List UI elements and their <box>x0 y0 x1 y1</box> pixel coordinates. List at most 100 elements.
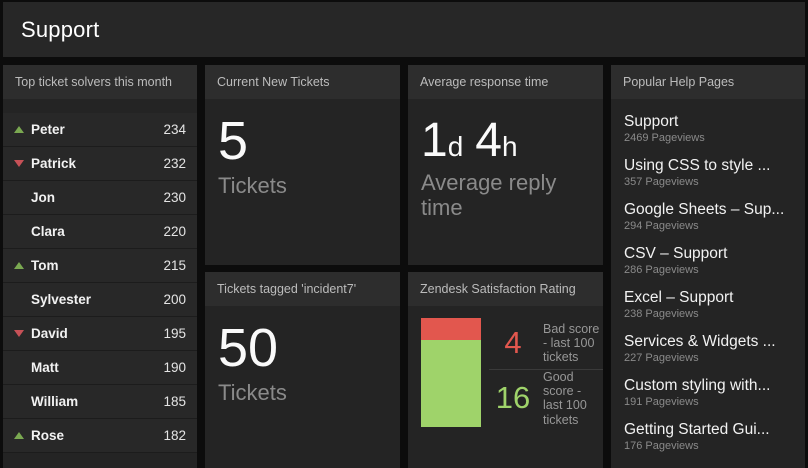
satisfaction-bar-bad <box>421 318 481 340</box>
solver-value: 220 <box>163 224 186 239</box>
help-page-item: Google Sheets – Sup... 294 Pageviews <box>611 200 805 244</box>
solver-name: Matt <box>31 360 59 375</box>
help-page-title: Getting Started Gui... <box>624 421 770 438</box>
widget-header: Average response time <box>408 65 603 99</box>
good-score-label: Good score - last 100 tickets <box>543 369 587 427</box>
help-page-views: 227 Pageviews <box>624 352 699 364</box>
widget-popular-help-pages: Popular Help Pages Support 2469 Pageview… <box>611 65 805 468</box>
solver-name: Tom <box>31 258 59 273</box>
incident-tickets-label: Tickets <box>218 380 287 406</box>
help-page-item: CSV – Support 286 Pageviews <box>611 244 805 288</box>
solver-name: Clara <box>31 224 65 239</box>
satisfaction-bad-row: 4 Bad score - last 100 tickets <box>489 318 603 369</box>
solver-row: David 195 <box>3 317 197 351</box>
widget-zendesk-satisfaction: Zendesk Satisfaction Rating 4 Bad score … <box>408 272 603 468</box>
solver-value: 195 <box>163 326 186 341</box>
solver-row: William 185 <box>3 385 197 419</box>
widget-header: Popular Help Pages <box>611 65 805 99</box>
solver-row: Sylvester 200 <box>3 283 197 317</box>
solver-value: 230 <box>163 190 186 205</box>
solver-row: Jon 230 <box>3 181 197 215</box>
satisfaction-legend: 4 Bad score - last 100 tickets 16 Good s… <box>489 318 603 427</box>
help-page-title: Custom styling with... <box>624 377 771 394</box>
help-page-views: 238 Pageviews <box>624 308 699 320</box>
widget-title: Zendesk Satisfaction Rating <box>420 282 576 296</box>
help-page-title: Support <box>624 113 679 130</box>
solver-value: 185 <box>163 394 186 409</box>
response-time-unit: h <box>501 131 518 162</box>
solver-list: Peter 234 Patrick 232 Jon 230 Cl <box>3 113 197 453</box>
help-page-views: 357 Pageviews <box>624 176 699 188</box>
help-page-item: Using CSS to style ... 357 Pageviews <box>611 156 805 200</box>
solver-row: Clara 220 <box>3 215 197 249</box>
help-page-views: 176 Pageviews <box>624 440 699 452</box>
widget-header: Zendesk Satisfaction Rating <box>408 272 603 306</box>
widget-tickets-tagged-incident7: Tickets tagged 'incident7' 50 Tickets <box>205 272 400 468</box>
solver-name: Patrick <box>31 156 77 171</box>
trend-down-icon <box>14 330 31 337</box>
widget-title: Top ticket solvers this month <box>15 75 173 89</box>
response-time-number: 1 <box>421 114 448 167</box>
help-page-item: Custom styling with... 191 Pageviews <box>611 376 805 420</box>
satisfaction-good-row: 16 Good score - last 100 tickets <box>489 368 603 428</box>
widget-header: Current New Tickets <box>205 65 400 99</box>
trend-up-icon <box>14 126 31 133</box>
solver-value: 200 <box>163 292 186 307</box>
help-page-item: Support 2469 Pageviews <box>611 112 805 156</box>
solver-row: Tom 215 <box>3 249 197 283</box>
satisfaction-bar-good <box>421 339 481 427</box>
widget-header: Tickets tagged 'incident7' <box>205 272 400 306</box>
solver-name: David <box>31 326 68 341</box>
response-time-unit: d <box>447 131 464 162</box>
help-page-title: Using CSS to style ... <box>624 157 771 174</box>
solver-row: Patrick 232 <box>3 147 197 181</box>
help-pages-list: Support 2469 Pageviews Using CSS to styl… <box>611 112 805 464</box>
widget-title: Average response time <box>420 75 549 89</box>
solver-row: Rose 182 <box>3 419 197 453</box>
help-page-views: 2469 Pageviews <box>624 132 705 144</box>
new-tickets-value: 5 <box>218 111 249 171</box>
response-time-value: 1d 4h <box>421 114 603 167</box>
solver-name: Rose <box>31 428 65 443</box>
solver-value: 234 <box>163 122 186 137</box>
solver-row: Matt 190 <box>3 351 197 385</box>
solver-row: Peter 234 <box>3 113 197 147</box>
trend-down-icon <box>14 160 31 167</box>
solver-value: 182 <box>163 428 186 443</box>
satisfaction-stacked-bar <box>421 318 481 427</box>
help-page-item: Excel – Support 238 Pageviews <box>611 288 805 332</box>
help-page-views: 294 Pageviews <box>624 220 699 232</box>
help-page-title: Services & Widgets ... <box>624 333 776 350</box>
response-time-label: Average reply time <box>421 169 557 221</box>
help-page-views: 191 Pageviews <box>624 396 699 408</box>
help-page-item: Getting Started Gui... 176 Pageviews <box>611 420 805 464</box>
trend-up-icon <box>14 262 31 269</box>
dashboard-title: Support <box>21 17 100 42</box>
bad-score-label: Bad score - last 100 tickets <box>543 321 600 365</box>
solver-value: 190 <box>163 360 186 375</box>
help-page-title: CSV – Support <box>624 245 728 262</box>
incident-tickets-value: 50 <box>218 318 279 378</box>
solver-value: 232 <box>163 156 186 171</box>
help-page-title: Google Sheets – Sup... <box>624 201 785 218</box>
help-page-views: 286 Pageviews <box>624 264 699 276</box>
widget-current-new-tickets: Current New Tickets 5 Tickets <box>205 65 400 265</box>
solver-name: Jon <box>31 190 56 205</box>
widget-title: Tickets tagged 'incident7' <box>217 282 357 296</box>
widget-top-ticket-solvers: Top ticket solvers this month Peter 234 … <box>3 65 197 468</box>
satisfaction-chart: 4 Bad score - last 100 tickets 16 Good s… <box>408 306 603 427</box>
solver-name: William <box>31 394 79 409</box>
solver-value: 215 <box>163 258 186 273</box>
help-page-title: Excel – Support <box>624 289 734 306</box>
widget-average-response-time: Average response time 1d 4h Average reply… <box>408 65 603 265</box>
dashboard-header: Support <box>3 2 805 57</box>
good-score-value: 16 <box>495 380 531 416</box>
widget-title: Popular Help Pages <box>623 75 735 89</box>
response-time-number: 4 <box>475 114 502 167</box>
solver-name: Sylvester <box>31 292 92 307</box>
help-page-item: Services & Widgets ... 227 Pageviews <box>611 332 805 376</box>
solver-name: Peter <box>31 122 65 137</box>
bad-score-value: 4 <box>504 325 522 361</box>
trend-up-icon <box>14 432 31 439</box>
